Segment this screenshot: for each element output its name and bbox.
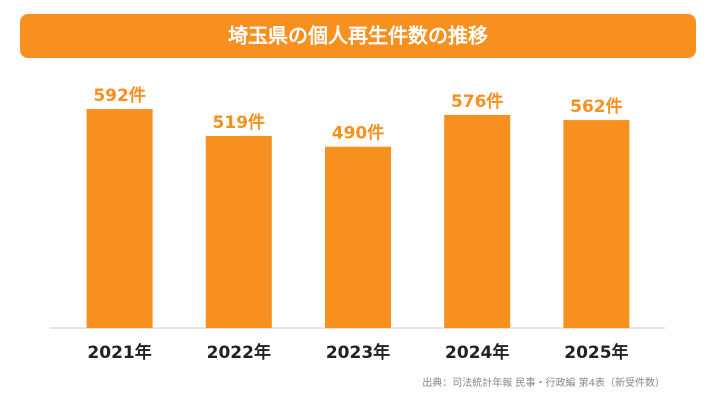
bar [444, 114, 511, 329]
bar [563, 120, 630, 328]
value-label: 576件 [451, 91, 504, 112]
value-label: 490件 [332, 123, 385, 144]
value-label: 592件 [93, 85, 146, 106]
x-tick-label: 2022年 [207, 342, 271, 363]
bar [86, 109, 153, 328]
title-banner [20, 14, 696, 58]
x-tick-label: 2023年 [326, 342, 390, 363]
value-label: 562件 [570, 96, 623, 117]
source-note: 出典：司法統計年報 民事・行政編 第4表（新受件数） [422, 376, 665, 389]
bar [205, 136, 272, 328]
chart-title: 埼玉県の個人再生件数の推移 [228, 24, 488, 48]
x-tick-label: 2025年 [564, 342, 628, 363]
value-label: 519件 [213, 112, 266, 133]
x-tick-label: 2021年 [87, 342, 151, 363]
x-tick-label: 2024年 [445, 342, 509, 363]
bar [325, 146, 391, 328]
